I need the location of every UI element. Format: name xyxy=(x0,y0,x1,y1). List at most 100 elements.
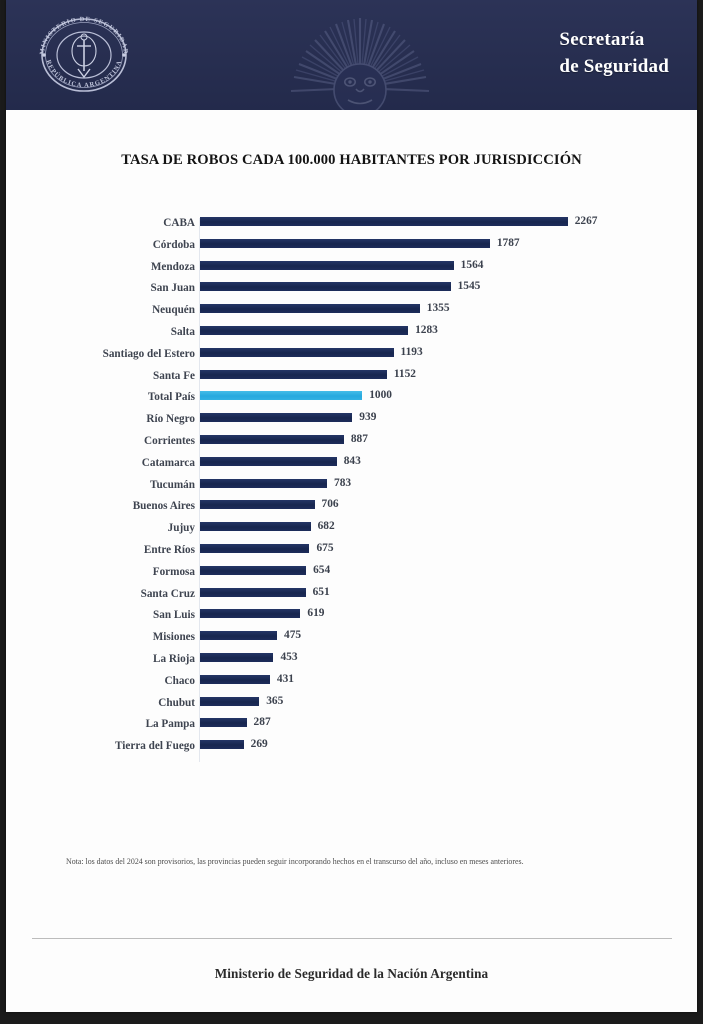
chart-row: Corrientes 887 xyxy=(6,433,697,456)
chart-value-label: 619 xyxy=(307,607,325,620)
chart-category-label: Salta xyxy=(170,326,195,338)
chart-row: Total País 1000 xyxy=(6,389,697,412)
chart-row: San Luis 619 xyxy=(6,607,697,630)
chart-value-label: 654 xyxy=(313,563,331,576)
chart-category-label: La Pampa xyxy=(145,718,195,731)
header-org-title-line2: de Seguridad xyxy=(559,56,669,77)
chart-category-label: Río Negro xyxy=(146,413,195,426)
chart-row: Santiago del Estero 1193 xyxy=(6,345,697,369)
document-card: MINISTERIO DE SEGURIDAD REPÚBLICA ARGENT… xyxy=(6,0,697,1012)
chart-category-label: Corrientes xyxy=(144,435,195,447)
chart-bar xyxy=(200,696,260,706)
chart-bar xyxy=(200,238,490,248)
ministry-seal-icon: MINISTERIO DE SEGURIDAD REPÚBLICA ARGENT… xyxy=(26,9,142,101)
chart-value-label: 431 xyxy=(276,672,294,685)
chart-bar xyxy=(200,413,353,423)
chart-bar xyxy=(200,674,270,684)
sol-de-mayo-icon xyxy=(274,12,446,110)
chart-bar xyxy=(200,718,247,728)
chart-bar xyxy=(200,631,278,641)
chart-bar xyxy=(200,609,301,619)
chart-bar xyxy=(200,326,409,335)
chart-bar xyxy=(200,478,327,488)
chart-value-label: 887 xyxy=(350,433,368,445)
chart-row: CABA 2267 xyxy=(6,215,697,238)
chart-row: Jujuy 682 xyxy=(6,520,697,543)
chart-value-label: 1564 xyxy=(460,258,484,271)
chart-category-label: Catamarca xyxy=(141,456,195,469)
chart-category-label: San Juan xyxy=(150,282,195,295)
chart-category-label: La Rioja xyxy=(153,653,195,665)
chart-bar xyxy=(200,217,568,226)
chart-row: La Pampa 287 xyxy=(6,716,697,739)
chart-bar xyxy=(200,456,337,466)
chart-category-label: Tierra del Fuego xyxy=(115,740,195,753)
chart-bar xyxy=(200,565,307,575)
chart-category-label: Neuquén xyxy=(152,304,195,317)
chart-bar xyxy=(200,304,420,314)
chart-value-label: 2267 xyxy=(574,215,598,227)
chart-value-label: 1787 xyxy=(496,236,520,249)
chart-row: Chubut 365 xyxy=(6,694,697,718)
chart-value-label: 682 xyxy=(317,520,335,533)
chart-row: Santa Cruz 651 xyxy=(6,585,697,609)
chart-value-label: 783 xyxy=(334,476,352,489)
chart-row: Tierra del Fuego 269 xyxy=(6,738,697,761)
chart-category-label: Jujuy xyxy=(167,522,195,535)
page-header: MINISTERIO DE SEGURIDAD REPÚBLICA ARGENT… xyxy=(6,0,697,110)
chart-value-label: 1545 xyxy=(457,280,481,293)
chart-bar xyxy=(200,369,387,379)
chart-row: Córdoba 1787 xyxy=(6,236,697,260)
chart-title: TASA DE ROBOS CADA 100.000 HABITANTES PO… xyxy=(121,152,582,168)
chart-row: Neuquén 1355 xyxy=(6,302,697,325)
chart-bar-highlighted xyxy=(200,391,363,401)
chart-bar xyxy=(200,653,274,662)
chart-row: Mendoza 1564 xyxy=(6,258,697,282)
chart-category-label: Buenos Aires xyxy=(132,500,195,513)
chart-note: Nota: los datos del 2024 son provisorios… xyxy=(66,857,524,866)
chart-bar xyxy=(200,587,306,597)
header-org-title: Secretaría de Seguridad xyxy=(559,26,669,80)
chart-category-label: CABA xyxy=(163,217,195,229)
chart-value-label: 1283 xyxy=(415,324,438,336)
chart-value-label: 1355 xyxy=(426,302,450,315)
chart-value-label: 843 xyxy=(343,454,361,467)
chart-bar xyxy=(200,500,315,510)
chart-bar xyxy=(200,544,310,553)
chart-value-label: 1152 xyxy=(393,367,416,380)
chart-value-label: 939 xyxy=(359,411,377,424)
chart-category-label: Entre Ríos xyxy=(143,544,195,556)
bar-chart: CABA 2267 Córdoba 1787 Mendoza 1564 San Juan 15… xyxy=(6,215,697,776)
chart-row: Catamarca 843 xyxy=(6,454,697,478)
chart-value-label: 453 xyxy=(280,651,298,663)
chart-row: Santa Fe 1152 xyxy=(6,367,697,391)
chart-row: Salta 1283 xyxy=(6,324,697,347)
chart-category-label: Misiones xyxy=(152,631,195,644)
chart-row: Chaco 431 xyxy=(6,672,697,696)
chart-value-label: 365 xyxy=(266,694,284,707)
chart-category-label: Santa Fe xyxy=(153,369,195,382)
chart-value-label: 287 xyxy=(253,716,271,729)
footer-divider xyxy=(32,938,672,939)
chart-row: Entre Ríos 675 xyxy=(6,542,697,565)
page-body: TASA DE ROBOS CADA 100.000 HABITANTES PO… xyxy=(6,110,697,1012)
chart-category-label: Formosa xyxy=(152,565,195,578)
chart-value-label: 475 xyxy=(284,629,302,642)
chart-row: San Juan 1545 xyxy=(6,280,697,303)
chart-bar xyxy=(200,740,244,750)
chart-bar xyxy=(200,260,454,270)
chart-category-label: Santiago del Estero xyxy=(102,347,195,360)
chart-category-label: Córdoba xyxy=(152,238,195,251)
chart-category-label: Tucumán xyxy=(150,478,195,491)
chart-bar xyxy=(200,347,394,357)
chart-category-label: Total País xyxy=(147,391,195,404)
chart-value-label: 1193 xyxy=(400,345,423,358)
category-axis-line xyxy=(199,218,200,762)
chart-category-label: Chaco xyxy=(164,674,195,687)
chart-bar xyxy=(200,282,451,292)
chart-value-label: 269 xyxy=(250,738,268,751)
chart-category-label: San Luis xyxy=(153,609,195,622)
chart-value-label: 651 xyxy=(312,585,330,598)
chart-row: Buenos Aires 706 xyxy=(6,498,697,521)
